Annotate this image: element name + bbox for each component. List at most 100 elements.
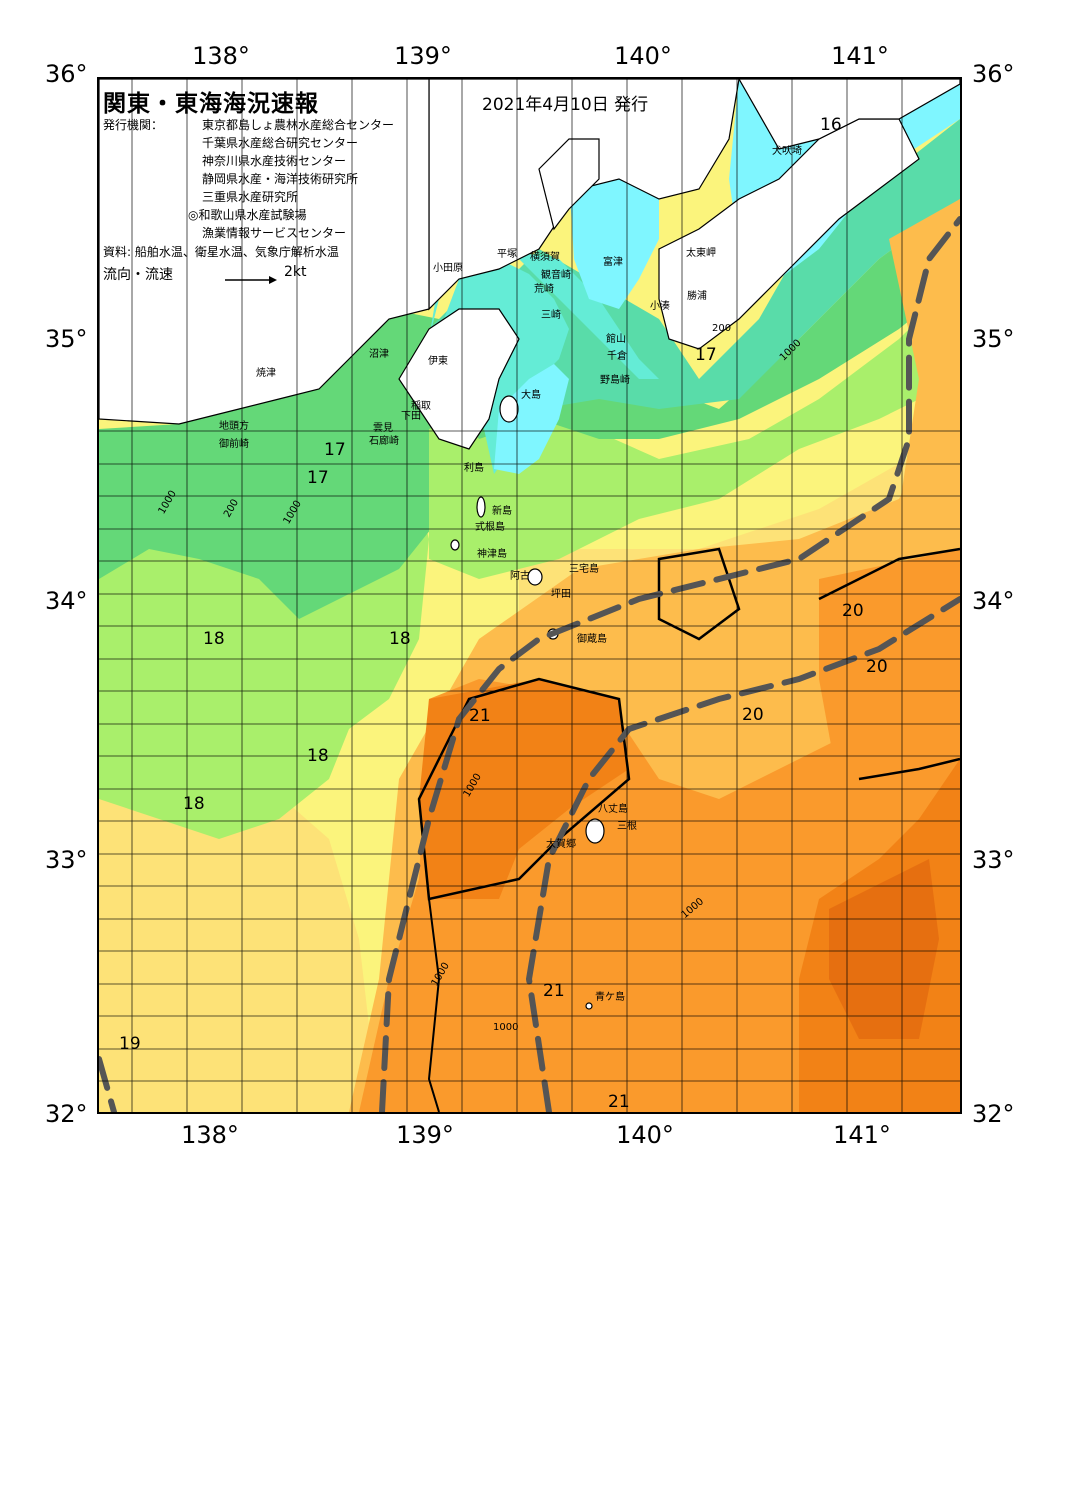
zone-cyan-sagami <box>494 364 569 474</box>
lat-label-32-left: 32° <box>45 1100 88 1128</box>
island-niijima <box>476 496 486 518</box>
issuer-line: ◎和歌山県水産試験場 <box>188 208 307 222</box>
lon-label-138-top: 138° <box>192 42 250 70</box>
lat-label-34-left: 34° <box>45 587 88 615</box>
issue-date: 2021年4月10日 発行 <box>482 95 649 115</box>
current-legend-scale: 2kt <box>284 264 307 280</box>
lat-label-34-right: 34° <box>972 587 1015 615</box>
zone-light-orange-east <box>819 199 960 599</box>
temperature-label: 18 <box>203 629 225 649</box>
issuer-line: 東京都島しょ農林水産総合センター <box>202 118 395 132</box>
lat-label-35-left: 35° <box>45 325 88 353</box>
place-label: 石廊崎 <box>369 436 399 447</box>
depth-label: 1000 <box>493 1022 519 1033</box>
island-oshima <box>499 395 519 423</box>
zone-deep-orange <box>829 859 939 1039</box>
temperature-label: 18 <box>307 746 329 766</box>
temperature-label: 17 <box>307 468 329 488</box>
page-title: 関東・東海海況速報 <box>103 91 319 117</box>
lat-label-36-right: 36° <box>972 60 1015 88</box>
place-label: 御蔵島 <box>577 634 607 645</box>
data-sources: 資料: 船舶水温、衛星水温、気象庁解析水温 <box>103 245 339 259</box>
lon-label-139-top: 139° <box>394 42 452 70</box>
place-label: 小田原 <box>433 263 463 274</box>
land-west-coast <box>99 79 430 425</box>
place-label: 平塚 <box>497 249 517 260</box>
zone-aqua <box>429 249 659 379</box>
place-label: 富津 <box>603 257 623 268</box>
temperature-label: 20 <box>842 601 864 621</box>
issuer-line: 神奈川県水産技術センター <box>202 154 347 168</box>
temperature-label: 21 <box>543 981 565 1001</box>
place-label: 焼津 <box>256 368 276 379</box>
temperature-label: 21 <box>469 706 491 726</box>
place-label: 勝浦 <box>687 291 707 302</box>
land-miura <box>538 138 600 231</box>
place-label: 三宅島 <box>569 564 599 575</box>
isotherm-21-ring <box>657 547 741 641</box>
lat-label-35-right: 35° <box>972 325 1015 353</box>
lat-label-33-right: 33° <box>972 846 1015 874</box>
kuroshio-axis-southwest <box>99 1056 117 1112</box>
issuer-line: 漁業情報サービスセンター <box>202 226 347 240</box>
land-izu-peninsula <box>398 308 520 450</box>
place-label: 伊東 <box>428 356 448 367</box>
lon-label-141-top: 141° <box>831 42 889 70</box>
place-label: 荒崎 <box>534 284 554 295</box>
place-label: 坪田 <box>551 589 571 600</box>
island-hachijojima <box>585 818 605 844</box>
place-label: 千倉 <box>607 351 627 362</box>
temperature-label: 18 <box>389 629 411 649</box>
temperature-label: 17 <box>695 345 717 365</box>
place-label: 三根 <box>617 821 637 832</box>
lon-label-139-bottom: 139° <box>396 1121 454 1149</box>
land-kanto-north <box>428 79 740 311</box>
place-label: 神津島 <box>477 549 507 560</box>
temperature-label: 20 <box>866 657 888 677</box>
depth-label: 200 <box>712 323 732 334</box>
isotherm-20-east <box>818 547 960 601</box>
zone-orange-east <box>819 549 960 789</box>
place-label: 式根島 <box>475 522 505 533</box>
place-label: 下田 <box>401 411 421 422</box>
place-label: 野島崎 <box>600 375 630 386</box>
place-label: 犬吠埼 <box>772 146 802 157</box>
place-label: 御前崎 <box>219 439 249 450</box>
island-miyakejima <box>527 568 543 586</box>
place-label: 雲見 <box>373 423 393 434</box>
place-label: 沼津 <box>369 349 389 360</box>
zone-cyan-tokyobay <box>569 169 659 309</box>
temperature-label: 21 <box>608 1092 630 1112</box>
isotherm-21-east <box>858 757 960 781</box>
current-legend-label: 流向・流速 <box>103 267 173 283</box>
place-label: 観音崎 <box>541 270 571 281</box>
temperature-label: 18 <box>183 794 205 814</box>
lon-label-140-top: 140° <box>614 42 672 70</box>
lat-label-36-left: 36° <box>45 60 88 88</box>
place-label: 新島 <box>492 506 512 517</box>
isotherm-20-lower <box>427 898 441 1112</box>
place-label: 横須賀 <box>530 252 560 263</box>
place-label: 八丈島 <box>598 804 628 815</box>
place-label: 大賀郷 <box>546 839 576 850</box>
zone-yellow-sw <box>99 769 379 1112</box>
lon-label-140-bottom: 140° <box>616 1121 674 1149</box>
current-legend-arrow <box>225 270 277 289</box>
temperature-label: 20 <box>742 705 764 725</box>
temperature-label: 19 <box>119 1034 141 1054</box>
land-north-east <box>738 79 960 150</box>
place-label: 地頭方 <box>219 421 249 432</box>
place-label: 太東岬 <box>686 248 716 259</box>
issuers-label: 発行機関： <box>103 118 164 132</box>
island-aogashima <box>585 1002 593 1010</box>
place-label: 利島 <box>464 463 484 474</box>
lat-label-32-right: 32° <box>972 1100 1015 1128</box>
map-grid <box>99 79 960 1112</box>
sea-temperature-map <box>97 77 962 1114</box>
temperature-label: 17 <box>324 440 346 460</box>
kuroshio-axis-west <box>379 216 960 1112</box>
island-kozushima <box>450 539 460 551</box>
place-label: 館山 <box>606 334 626 345</box>
lon-label-138-bottom: 138° <box>181 1121 239 1149</box>
zone-light-green-central <box>429 279 960 579</box>
